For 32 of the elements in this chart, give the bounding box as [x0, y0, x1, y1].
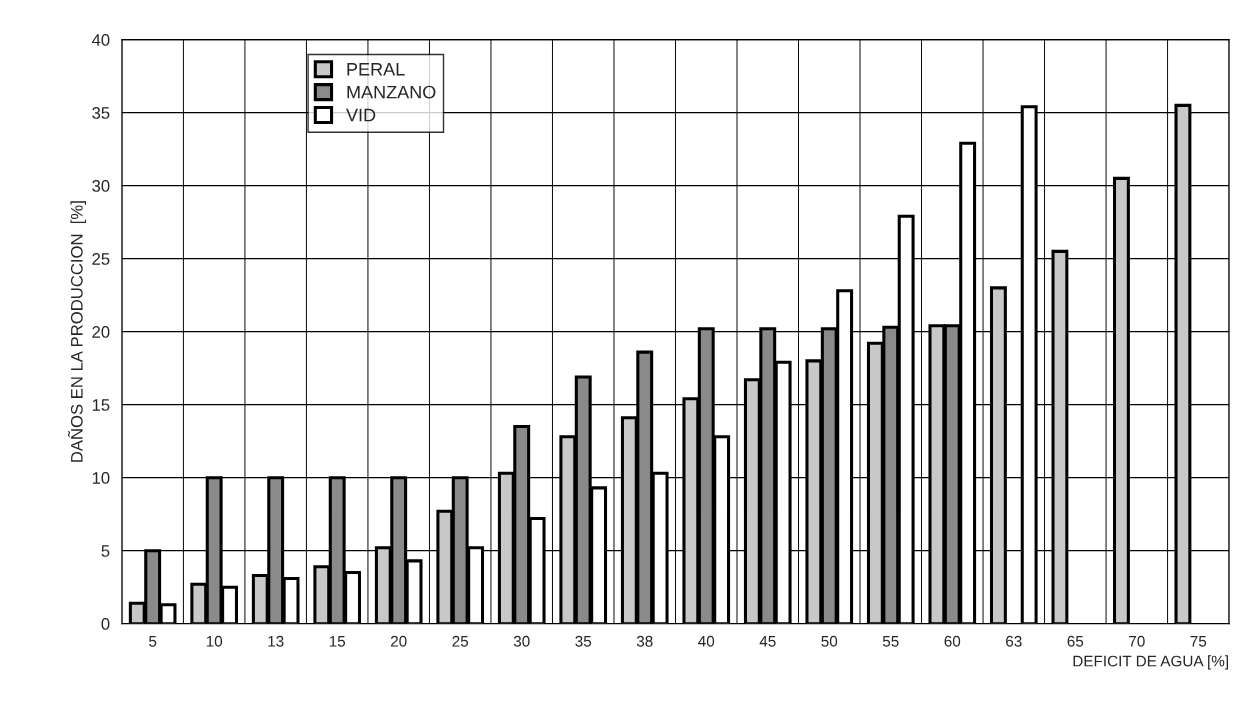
x-tick-label: 50: [821, 635, 838, 647]
x-tick-label: 25: [452, 635, 469, 647]
y-tick-label: 10: [92, 472, 110, 484]
legend-label: VID: [346, 108, 376, 122]
y-tick-label: 15: [92, 399, 110, 411]
legend-label: PERAL: [347, 63, 405, 76]
y-tick-label: 30: [92, 180, 110, 192]
x-tick-label: 20: [390, 635, 407, 647]
x-tick-label: 55: [882, 636, 899, 647]
x-tick-label: 45: [759, 636, 776, 647]
x-tick-label: 40: [698, 635, 715, 647]
y-tick-label: 20: [92, 326, 110, 338]
x-tick-label: 35: [575, 635, 592, 647]
x-axis-title: DEFICIT DE AGUA [%]: [1073, 655, 1228, 670]
x-tick-label: 5: [149, 636, 157, 647]
legend-label: MANZANO: [347, 85, 436, 99]
y-tick-label: 35: [92, 107, 110, 119]
x-tick-label: 63: [1006, 635, 1022, 647]
y-tick-label: 0: [101, 618, 110, 630]
x-tick-label: 70: [1129, 635, 1145, 647]
y-tick-label: 25: [92, 253, 110, 265]
x-tick-label: 30: [513, 635, 530, 647]
y-tick-label: 40: [91, 34, 110, 46]
y-tick-label: 5: [101, 545, 110, 557]
y-axis-title: DAÑOS EN LA PRODUCCION [%]: [67, 201, 87, 462]
x-tick-label: 75: [1190, 636, 1207, 647]
x-tick-label: 65: [1067, 635, 1084, 647]
x-tick-label: 60: [944, 635, 961, 647]
x-tick-label: 15: [329, 636, 346, 647]
x-tick-label: 13: [268, 635, 284, 647]
x-tick-label: 10: [206, 635, 223, 647]
x-tick-label: 38: [636, 635, 653, 647]
